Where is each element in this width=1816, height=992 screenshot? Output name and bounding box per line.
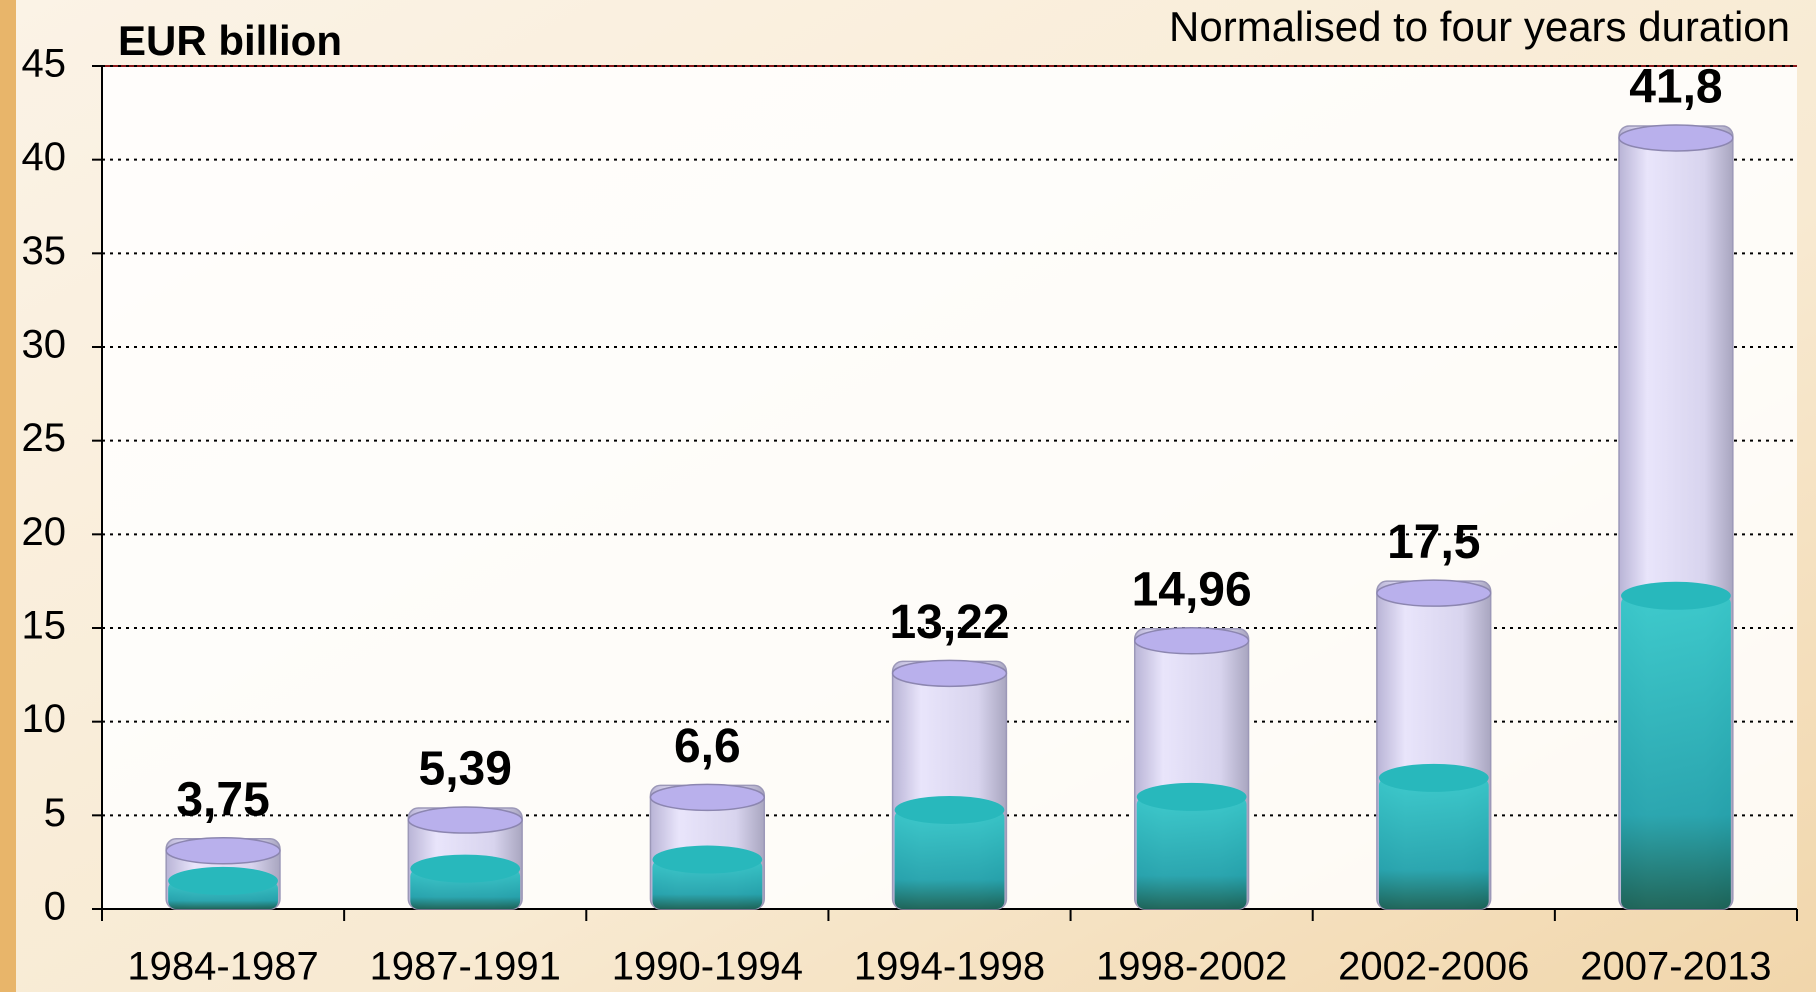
x-tick-label: 1990-1994: [612, 945, 803, 989]
liquid-surface: [410, 855, 520, 883]
liquid-surface: [1621, 582, 1731, 610]
beaker-rim: [893, 660, 1007, 686]
x-tick-label: 1994-1998: [854, 945, 1045, 989]
liquid: [1379, 778, 1489, 909]
page: Normalised to four years duration EUR bi…: [0, 0, 1816, 992]
beaker-rim: [408, 807, 522, 833]
x-tick-label: 1984-1987: [127, 945, 318, 989]
y-tick-label: 20: [22, 510, 67, 554]
chart: Normalised to four years duration EUR bi…: [0, 0, 1816, 992]
beaker-rim: [650, 784, 764, 810]
value-label: 14,96: [1132, 563, 1252, 616]
liquid-surface: [652, 846, 762, 874]
x-tick-label: 1998-2002: [1096, 945, 1287, 989]
y-tick-label: 0: [44, 885, 66, 929]
y-tick-label: 25: [22, 416, 67, 460]
beaker-rim: [1377, 580, 1491, 606]
liquid-surface: [1137, 783, 1247, 811]
beaker-rim: [1135, 628, 1249, 654]
liquid-surface: [168, 867, 278, 895]
liquid: [895, 810, 1005, 909]
liquid-surface: [1379, 764, 1489, 792]
value-label: 41,8: [1629, 61, 1722, 114]
y-tick-label: 15: [22, 604, 67, 648]
value-label: 3,75: [176, 773, 269, 826]
y-tick-label: 35: [22, 229, 67, 273]
y-tick-label: 5: [44, 791, 66, 835]
liquid: [1137, 797, 1247, 909]
side-stripe: [0, 0, 16, 992]
liquid-surface: [895, 796, 1005, 824]
value-label: 17,5: [1387, 516, 1480, 569]
y-tick-label: 45: [22, 42, 67, 86]
x-tick-label: 2007-2013: [1580, 945, 1771, 989]
y-axis-label: EUR billion: [118, 17, 342, 64]
value-label: 13,22: [889, 596, 1009, 649]
y-tick-label: 40: [22, 135, 67, 179]
beaker-rim: [166, 838, 280, 864]
x-tick-label: 1987-1991: [370, 945, 561, 989]
value-label: 6,6: [674, 720, 741, 773]
value-label: 5,39: [419, 743, 512, 796]
liquid: [1621, 596, 1731, 909]
x-tick-label: 2002-2006: [1338, 945, 1529, 989]
y-tick-label: 30: [22, 323, 67, 367]
subtitle: Normalised to four years duration: [1169, 3, 1790, 50]
y-tick-label: 10: [22, 697, 67, 741]
beaker-rim: [1619, 125, 1733, 151]
